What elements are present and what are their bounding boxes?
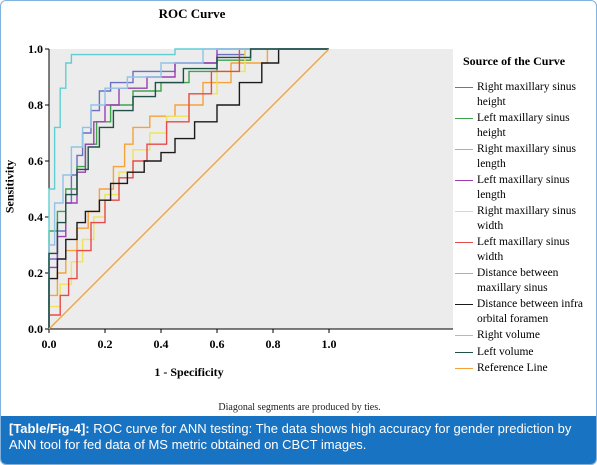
legend-item-right-volume: Right volume bbox=[455, 328, 595, 343]
x-tick-label: 0.4 bbox=[154, 337, 169, 351]
legend-label: Distance between maxillary sinus bbox=[477, 267, 559, 294]
legend-label: Distance between infra orbital foramen bbox=[477, 298, 584, 325]
legend-label: Left volume bbox=[477, 345, 534, 358]
legend-item-right-maxillary-sinus-width: Right maxillary sinus width bbox=[455, 204, 595, 233]
legend-swatch bbox=[455, 304, 473, 305]
y-tick-label: 0.4 bbox=[28, 210, 43, 224]
x-tick-label: 1.0 bbox=[322, 337, 337, 351]
legend-swatch bbox=[455, 118, 473, 119]
series-line-reference-line bbox=[48, 48, 330, 330]
legend-swatch bbox=[455, 368, 473, 369]
chart-footnote: Diagonal segments are produced by ties. bbox=[218, 402, 381, 413]
y-tick-label: 0.0 bbox=[28, 322, 43, 336]
x-axis-label: 1 - Specificity bbox=[154, 365, 224, 379]
legend-swatch bbox=[455, 335, 473, 336]
y-tick-label: 1.0 bbox=[28, 42, 43, 56]
legend-swatch bbox=[455, 273, 473, 274]
y-tick-label: 0.6 bbox=[28, 154, 43, 168]
plot-background bbox=[49, 49, 453, 329]
legend-swatch bbox=[455, 351, 473, 353]
y-tick-label: 0.8 bbox=[28, 98, 43, 112]
figure-caption: [Table/Fig-4]: ROC curve for ANN testing… bbox=[1, 416, 596, 464]
caption-label: [Table/Fig-4]: bbox=[9, 421, 90, 436]
chart-title: ROC Curve bbox=[158, 6, 226, 21]
legend-item-right-maxillary-sinus-length: Right maxillary sinus length bbox=[455, 142, 595, 171]
x-tick-label: 0.6 bbox=[210, 337, 225, 351]
legend-item-right-maxillary-sinus-height: Right maxillary sinus height bbox=[455, 80, 595, 109]
legend-label: Left maxillary sinus width bbox=[477, 236, 570, 263]
legend-item-left-maxillary-sinus-length: Left maxillary sinus length bbox=[455, 173, 595, 202]
caption-text: ROC curve for ANN testing: The data show… bbox=[9, 421, 572, 452]
legend-swatch bbox=[455, 180, 473, 181]
legend-item-reference-line: Reference Line bbox=[455, 361, 595, 376]
y-tick-label: 0.2 bbox=[28, 266, 43, 280]
y-axis-label: Sensitivity bbox=[2, 159, 17, 214]
series-line-distance-between-maxillary-sinus bbox=[48, 48, 329, 329]
series-line-left-volume bbox=[48, 48, 329, 329]
legend-label: Left maxillary sinus height bbox=[477, 112, 570, 139]
legend-label: Right maxillary sinus length bbox=[477, 143, 577, 170]
legend-item-left-maxillary-sinus-width: Left maxillary sinus width bbox=[455, 235, 595, 264]
legend-label: Right maxillary sinus height bbox=[477, 81, 577, 108]
roc-chart: 0.00.0 0.2 0.2 0.4 0.4 0.6 0.6 0.8 0.8 1.0 1.0 bbox=[28, 42, 453, 351]
legend-item-left-maxillary-sinus-height: Left maxillary sinus height bbox=[455, 111, 595, 140]
legend-item-left-volume: Left volume bbox=[455, 345, 595, 360]
series-line-right-volume bbox=[48, 48, 329, 329]
legend-item-distance-between-infra-orbital-foramen: Distance between infra orbital foramen bbox=[455, 297, 595, 326]
series-line-left-maxillary-sinus-length bbox=[48, 48, 329, 329]
series-line-distance-between-infra-orbital-foramen bbox=[48, 48, 329, 329]
x-tick-label: 0.0 bbox=[42, 337, 57, 351]
x-tick-label: 0.2 bbox=[98, 337, 113, 351]
legend-swatch bbox=[455, 242, 473, 243]
legend-title: Source of the Curve bbox=[463, 54, 566, 68]
legend-swatch bbox=[455, 211, 473, 212]
legend-label: Right volume bbox=[477, 329, 540, 341]
legend-label: Right maxillary sinus width bbox=[477, 205, 577, 232]
legend-swatch bbox=[455, 87, 473, 88]
series-line-left-maxillary-sinus-width bbox=[48, 48, 329, 329]
legend: Right maxillary sinus height Left maxilla… bbox=[455, 80, 595, 378]
legend-item-distance-between-maxillary-sinus: Distance between maxillary sinus bbox=[455, 266, 595, 295]
legend-label: Left maxillary sinus length bbox=[477, 174, 570, 201]
legend-swatch bbox=[455, 149, 473, 150]
legend-label: Reference Line bbox=[477, 362, 548, 374]
x-tick-label: 0.8 bbox=[266, 337, 281, 351]
